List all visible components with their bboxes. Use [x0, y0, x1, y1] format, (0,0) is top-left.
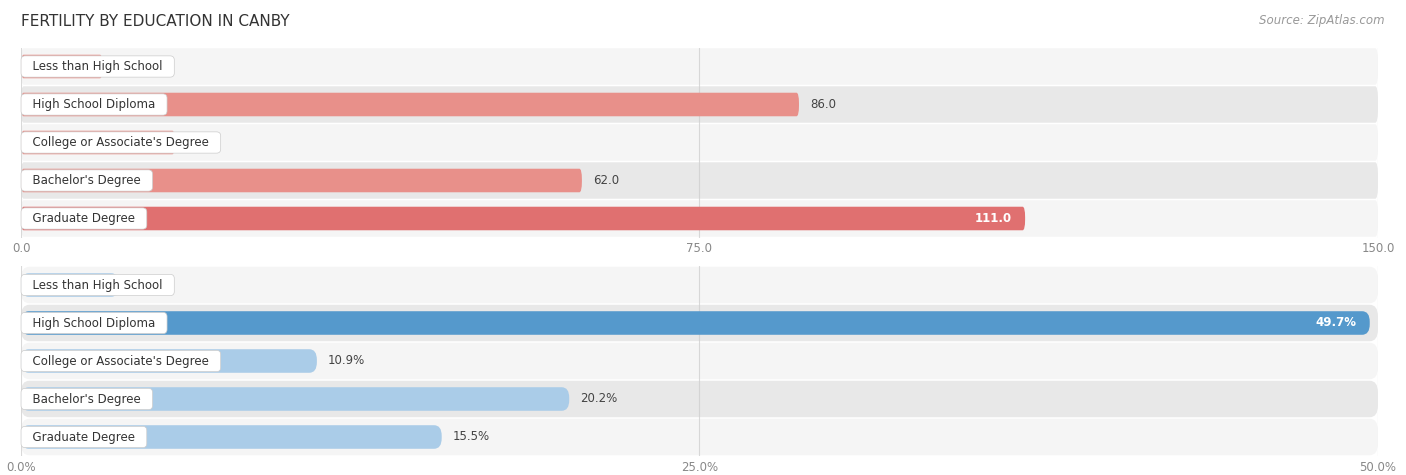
FancyBboxPatch shape — [21, 305, 1378, 341]
FancyBboxPatch shape — [21, 387, 569, 411]
Text: Bachelor's Degree: Bachelor's Degree — [25, 392, 149, 406]
Text: 86.0: 86.0 — [810, 98, 835, 111]
Text: 111.0: 111.0 — [974, 212, 1011, 225]
FancyBboxPatch shape — [21, 200, 1378, 237]
FancyBboxPatch shape — [21, 207, 1025, 230]
Text: Less than High School: Less than High School — [25, 278, 170, 292]
Text: 10.9%: 10.9% — [328, 354, 366, 368]
Text: Source: ZipAtlas.com: Source: ZipAtlas.com — [1260, 14, 1385, 27]
Text: Graduate Degree: Graduate Degree — [25, 430, 142, 444]
Text: 17.0: 17.0 — [186, 136, 212, 149]
FancyBboxPatch shape — [21, 419, 1378, 455]
Text: 3.6%: 3.6% — [129, 278, 159, 292]
FancyBboxPatch shape — [21, 124, 1378, 161]
Text: 9.0: 9.0 — [114, 60, 132, 73]
FancyBboxPatch shape — [21, 381, 1378, 417]
FancyBboxPatch shape — [21, 349, 316, 373]
FancyBboxPatch shape — [21, 55, 103, 78]
Text: FERTILITY BY EDUCATION IN CANBY: FERTILITY BY EDUCATION IN CANBY — [21, 14, 290, 29]
FancyBboxPatch shape — [21, 86, 1378, 123]
Text: Bachelor's Degree: Bachelor's Degree — [25, 174, 149, 187]
Text: College or Associate's Degree: College or Associate's Degree — [25, 354, 217, 368]
Text: 20.2%: 20.2% — [581, 392, 617, 406]
Text: 49.7%: 49.7% — [1315, 316, 1357, 330]
Text: 15.5%: 15.5% — [453, 430, 489, 444]
FancyBboxPatch shape — [21, 93, 799, 116]
FancyBboxPatch shape — [21, 131, 174, 154]
FancyBboxPatch shape — [21, 273, 118, 297]
Text: 62.0: 62.0 — [593, 174, 619, 187]
FancyBboxPatch shape — [21, 162, 1378, 199]
FancyBboxPatch shape — [21, 425, 441, 449]
FancyBboxPatch shape — [21, 311, 1369, 335]
Text: High School Diploma: High School Diploma — [25, 98, 163, 111]
Text: High School Diploma: High School Diploma — [25, 316, 163, 330]
Text: Graduate Degree: Graduate Degree — [25, 212, 142, 225]
FancyBboxPatch shape — [21, 48, 1378, 85]
FancyBboxPatch shape — [21, 267, 1378, 303]
Text: Less than High School: Less than High School — [25, 60, 170, 73]
FancyBboxPatch shape — [21, 343, 1378, 379]
Text: College or Associate's Degree: College or Associate's Degree — [25, 136, 217, 149]
FancyBboxPatch shape — [21, 169, 582, 192]
